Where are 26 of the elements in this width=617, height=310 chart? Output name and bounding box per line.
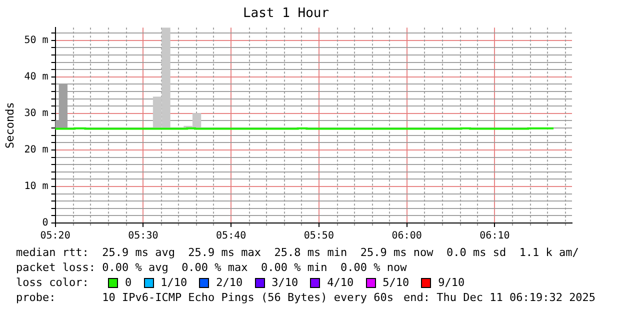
text: 0 (125, 275, 132, 290)
text: probe: 10 IPv6-ICMP Echo Pings (56 Bytes) every 60s (16, 290, 394, 305)
y-tick-label: 50 m (24, 34, 48, 46)
text: 1/10 (160, 275, 188, 290)
text: loss color: (16, 275, 90, 290)
text: 9/10 (438, 275, 465, 290)
text: end: Thu Dec 11 06:19:32 2025 (404, 290, 596, 305)
text: median rtt: 25.9 ms avg 25.9 ms max 25.8 ms min 25.9 ms now 0.0 ms sd 1.1 k am/ (16, 245, 580, 260)
text: 3/10 (272, 275, 298, 290)
y-tick-label: 30 m (24, 108, 48, 120)
y-axis-title: Seconds (3, 102, 16, 148)
y-tick-label: 0 (42, 218, 48, 229)
x-tick-label: 05:20 (40, 230, 70, 242)
x-tick-label: 05:40 (216, 230, 246, 242)
y-tick-label: 40 m (24, 72, 48, 82)
x-tick-label: 06:00 (392, 230, 422, 242)
chart-title: Last 1 Hour (242, 6, 330, 22)
x-tick-label: 06:10 (480, 230, 510, 242)
text: 5/10 (382, 275, 410, 290)
y-tick-label: 10 m (24, 181, 48, 192)
x-tick-label: 05:30 (128, 230, 158, 242)
text: 2/10 (216, 275, 243, 290)
y-tick-label: 20 m (24, 144, 48, 156)
text: packet loss: 0.00 % avg 0.00 % max 0.00 % min 0.00 % now (16, 260, 408, 275)
x-tick-label: 05:50 (304, 230, 334, 242)
text: 4/10 (327, 275, 354, 290)
